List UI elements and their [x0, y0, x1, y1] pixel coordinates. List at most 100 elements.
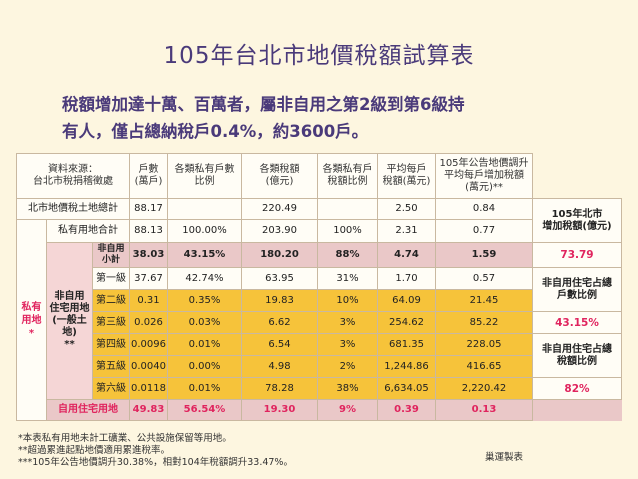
- cell-increase: 228.05: [435, 333, 533, 356]
- cell-increase: 21.45: [435, 289, 533, 312]
- cell-tax: 6.62: [241, 311, 318, 334]
- tax-share-label: 非自用住宅占總 稅額比例: [532, 333, 622, 378]
- table-row-private: 私有 用地 * 私有用地合計 88.13 100.00% 203.90 100%…: [16, 219, 622, 421]
- cell-tax-ratio: 9%: [317, 399, 378, 421]
- cell-increase: 0.77: [435, 219, 533, 243]
- table-row-level-5: 第五級 0.0040 0.00% 4.98 2% 1,244.86 416.65: [16, 355, 622, 378]
- cell-avg: 2.31: [377, 219, 436, 243]
- tax-share-value: 82%: [532, 377, 622, 400]
- cell-ratio: 0.01%: [167, 333, 242, 356]
- header-increase: 105年公告地價調升 平均每戶增加稅額 (萬元)**: [435, 153, 533, 199]
- row-label: 非自用 小計: [92, 242, 130, 268]
- cell-tax: 19.30: [241, 399, 318, 421]
- cell-households: 0.0118: [129, 377, 168, 400]
- table-row-level-1: 第一級 37.67 42.74% 63.95 31% 1.70 0.57 非自用…: [16, 267, 622, 312]
- cell-avg: 1.70: [377, 267, 436, 290]
- cell-tax-ratio: 88%: [317, 242, 378, 268]
- table-row-self-use: 自用住宅用地 49.83 56.54% 19.30 9% 0.39 0.13: [16, 399, 622, 421]
- footnote-2: **超過累進起點地價適用累進稅率。: [18, 445, 171, 456]
- cell-tax: 203.90: [241, 219, 318, 243]
- header-households: 戶數 (萬戶): [129, 153, 168, 199]
- cell-households: 88.17: [129, 198, 168, 220]
- cell-ratio: 0.01%: [167, 377, 242, 400]
- cell-tax-ratio: 100%: [317, 219, 378, 243]
- cell-tax-ratio: [317, 198, 378, 220]
- row-label: 私有用地合計: [46, 219, 130, 243]
- row-label: 第五級: [92, 355, 130, 378]
- cell-tax: 78.28: [241, 377, 318, 400]
- row-label: 第一級: [92, 267, 130, 290]
- cell-increase: 0.13: [435, 399, 533, 421]
- cell-avg: 254.62: [377, 311, 436, 334]
- cell-increase: 416.65: [435, 355, 533, 378]
- subtitle: 稅額增加達十萬、百萬者，屬非自用之第2級到第6級持 有人，僅占總納稅戶0.4%，…: [62, 91, 602, 145]
- cell-tax: 63.95: [241, 267, 318, 290]
- table-row-level-6: 第六級 0.0118 0.01% 78.28 38% 6,634.05 2,22…: [16, 377, 622, 400]
- row-label: 北市地價稅土地總計: [16, 198, 130, 220]
- cell-tax: 6.54: [241, 333, 318, 356]
- cell-avg: 4.74: [377, 242, 436, 268]
- cell-ratio: [167, 198, 242, 220]
- header-tax-ratio: 各類私有戶 稅額比例: [317, 153, 378, 199]
- cell-tax: 4.98: [241, 355, 318, 378]
- cell-households: 37.67: [129, 267, 168, 290]
- footnote-3: ***105年公告地價調升30.38%，相對104年稅額調升33.47%。: [18, 457, 293, 468]
- table-row-total: 北市地價稅土地總計 88.17 220.49 2.50 0.84 105年北市 …: [16, 198, 622, 243]
- row-label: 第四級: [92, 333, 130, 356]
- page-title: 105年台北市地價稅額試算表: [163, 43, 475, 69]
- footnote-1: *本表私有用地未計工礦業、公共設施保留等用地。: [18, 433, 232, 444]
- cell-ratio: 0.35%: [167, 289, 242, 312]
- cell-ratio: 100.00%: [167, 219, 242, 243]
- cell-tax-ratio: 31%: [317, 267, 378, 290]
- cell-households: 49.83: [129, 399, 168, 421]
- header-household-ratio: 各類私有戶數 比例: [167, 153, 242, 199]
- increase-label: 105年北市 增加稅額(億元): [532, 198, 622, 243]
- cell-avg: 681.35: [377, 333, 436, 356]
- cell-increase: 85.22: [435, 311, 533, 334]
- cell-avg: 2.50: [377, 198, 436, 220]
- footnotes: *本表私有用地未計工礦業、公共設施保留等用地。 **超過累進起點地價適用累進稅率…: [18, 433, 293, 469]
- cell-households: 0.0096: [129, 333, 168, 356]
- table-row-level-4: 第四級 0.0096 0.01% 6.54 3% 681.35 228.05 非…: [16, 333, 622, 378]
- increase-value: 73.79: [532, 242, 622, 268]
- cell-ratio: 43.15%: [167, 242, 242, 268]
- row-label: 第六級: [92, 377, 130, 400]
- cell-increase: 2,220.42: [435, 377, 533, 400]
- header-tax-amount: 各類稅額 (億元): [241, 153, 318, 199]
- cell-ratio: 0.00%: [167, 355, 242, 378]
- header-row: 資料來源： 台北市稅捐稽徵處 戶數 (萬戶) 各類私有戶數 比例 各類稅額 (億…: [16, 153, 622, 199]
- cell-ratio: 0.03%: [167, 311, 242, 334]
- cell-households: 38.03: [129, 242, 168, 268]
- cell-avg: 0.39: [377, 399, 436, 421]
- cell-households: 0.026: [129, 311, 168, 334]
- cell-tax: 180.20: [241, 242, 318, 268]
- cell-households: 88.13: [129, 219, 168, 243]
- cell-increase: 0.84: [435, 198, 533, 220]
- cell-tax: 220.49: [241, 198, 318, 220]
- cell-avg: 64.09: [377, 289, 436, 312]
- cell-households: 0.31: [129, 289, 168, 312]
- cell-ratio: 56.54%: [167, 399, 242, 421]
- maker-credit: 巢運製表: [485, 452, 524, 463]
- cell-ratio: 42.74%: [167, 267, 242, 290]
- cell-households: 0.0040: [129, 355, 168, 378]
- header-avg-tax: 平均每戶 稅額(萬元): [377, 153, 436, 199]
- row-label: 自用住宅用地: [46, 399, 130, 421]
- row-label: 第三級: [92, 311, 130, 334]
- row-label: 第二級: [92, 289, 130, 312]
- table-row-nonself-total: 非自用 住宅用地 (一般土地) ** 非自用 小計 38.03 43.15% 1…: [16, 242, 622, 400]
- household-share-value: 43.15%: [532, 311, 622, 334]
- table-row-level-2: 第二級 0.31 0.35% 19.83 10% 64.09 21.45: [16, 289, 622, 312]
- subtitle-line-2: 有人，僅占總納稅戶0.4%，約3600戶。: [62, 122, 369, 141]
- side-label-private: 私有 用地 *: [16, 219, 47, 421]
- tax-table: 資料來源： 台北市稅捐稽徵處 戶數 (萬戶) 各類私有戶數 比例 各類稅額 (億…: [16, 153, 622, 421]
- cell-avg: 6,634.05: [377, 377, 436, 400]
- side-label-nonself: 非自用 住宅用地 (一般土地) **: [46, 242, 93, 400]
- cell-increase: 0.57: [435, 267, 533, 290]
- cell-increase: 1.59: [435, 242, 533, 268]
- cell-tax-ratio: 10%: [317, 289, 378, 312]
- household-share-label: 非自用住宅占總 戶數比例: [532, 267, 622, 312]
- header-source: 資料來源： 台北市稅捐稽徵處: [16, 153, 130, 199]
- cell-tax-ratio: 3%: [317, 333, 378, 356]
- cell-avg: 1,244.86: [377, 355, 436, 378]
